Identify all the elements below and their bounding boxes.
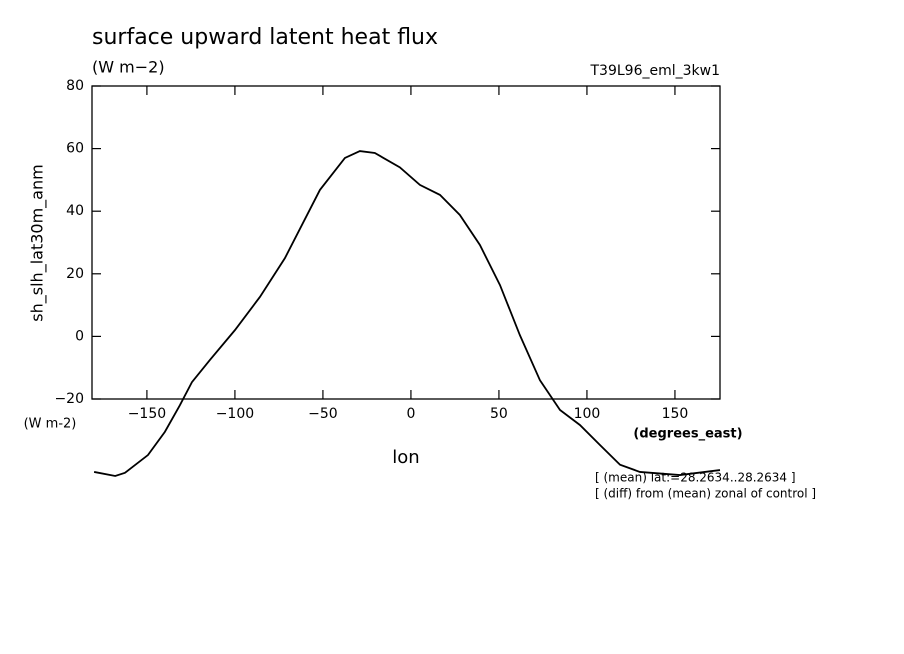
plot-frame bbox=[91, 85, 721, 400]
y-tick-label: 20 bbox=[66, 266, 84, 282]
x-axis-label: lon bbox=[392, 447, 419, 468]
x-tick-label: 150 bbox=[662, 406, 689, 422]
x-tick-label: −100 bbox=[216, 406, 254, 422]
annotation: [ (mean) lat:=28.2634..28.2634 ] bbox=[595, 471, 796, 485]
y-tick-label: 0 bbox=[75, 328, 84, 344]
chart-title: surface upward latent heat flux bbox=[92, 25, 438, 50]
x-tick-label: −150 bbox=[128, 406, 166, 422]
y-tick-label: 80 bbox=[66, 78, 84, 94]
y-tick-label: 60 bbox=[66, 141, 84, 157]
x-tick-label: −50 bbox=[308, 406, 338, 422]
run-label: T39L96_eml_3kw1 bbox=[590, 63, 721, 79]
data-line bbox=[93, 150, 721, 477]
x-tick-label: 100 bbox=[574, 406, 601, 422]
y-axis-label: sh_slh_lat30m_anm bbox=[28, 164, 48, 321]
y-units: (W m-2) bbox=[24, 417, 77, 432]
annotation: [ (diff) from (mean) zonal of control ] bbox=[595, 487, 816, 501]
x-tick-label: 0 bbox=[406, 406, 415, 422]
x-tick-label: 50 bbox=[490, 406, 508, 422]
y-tick-label: −20 bbox=[54, 391, 84, 407]
y-tick-label: 40 bbox=[66, 203, 84, 219]
x-units: (degrees_east) bbox=[633, 427, 742, 442]
subtitle: (W m−2) bbox=[92, 58, 165, 77]
